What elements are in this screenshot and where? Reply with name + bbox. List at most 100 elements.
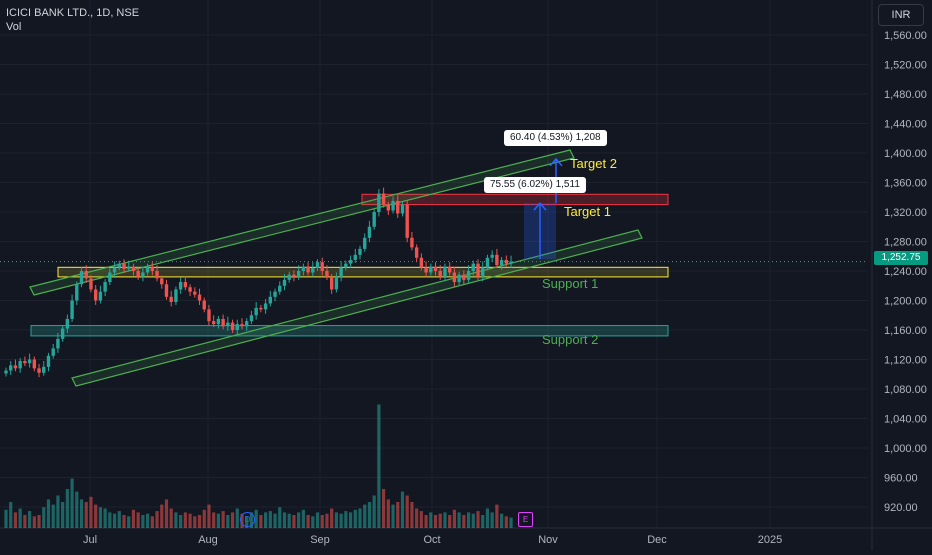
arrowhead-target1-icon — [533, 201, 547, 211]
candle-body — [174, 289, 178, 302]
volume-bar — [315, 512, 320, 528]
candle-body — [136, 271, 140, 277]
candle-body — [42, 366, 46, 373]
candle-body — [70, 300, 74, 319]
price-axis-label: 1,320.00 — [884, 207, 927, 219]
support1-label[interactable]: Support 1 — [542, 276, 599, 291]
candle-body — [329, 276, 334, 290]
candle-body — [311, 268, 315, 273]
volume-bar — [4, 509, 8, 528]
volume-bar — [193, 516, 197, 528]
volume-bar — [325, 513, 329, 528]
price-axis-label: 920.00 — [884, 502, 918, 514]
price-axis-label: 1,520.00 — [884, 60, 927, 72]
price-axis-label: 1,400.00 — [884, 148, 927, 160]
volume-bar — [141, 515, 145, 528]
volume-bar — [372, 495, 376, 528]
volume-bar — [254, 509, 258, 528]
candle-body — [89, 278, 93, 290]
volume-bar — [188, 513, 192, 528]
candle-body — [273, 291, 277, 297]
price-axis-label: 1,040.00 — [884, 414, 927, 426]
candle-body — [499, 259, 504, 266]
candle-body — [207, 309, 211, 322]
candle-body — [268, 296, 273, 304]
earnings-badge-icon[interactable]: E — [518, 512, 533, 527]
candle-body — [202, 300, 206, 310]
chart-legend: ICICI BANK LTD., 1D, NSE Vol — [6, 6, 139, 34]
price-axis-label: 1,560.00 — [884, 30, 927, 42]
volume-indicator-label[interactable]: Vol — [6, 21, 22, 33]
candle-body — [443, 266, 447, 277]
volume-bar — [273, 513, 277, 528]
volume-bar — [443, 512, 447, 528]
volume-bar — [500, 513, 504, 528]
candle-body — [183, 282, 188, 288]
symbol-title[interactable]: ICICI BANK LTD., 1D, NSE — [6, 7, 140, 19]
candle-body — [108, 272, 112, 283]
candle-body — [117, 263, 121, 268]
candle-body — [155, 271, 159, 279]
volume-bar — [386, 499, 390, 528]
support2-label[interactable]: Support 2 — [542, 332, 599, 347]
target2-label[interactable]: Target 2 — [570, 156, 617, 171]
measure-label-target1[interactable]: 75.55 (6.02%) 1,511 — [484, 177, 586, 193]
volume-bar — [363, 504, 367, 528]
measure-label-target2[interactable]: 60.40 (4.53%) 1,208 — [504, 130, 607, 146]
volume-bar — [419, 511, 423, 528]
candle-body — [358, 248, 362, 255]
candle-body — [240, 324, 244, 327]
volume-bar — [448, 515, 452, 528]
volume-bar — [415, 508, 419, 528]
volume-bar — [353, 509, 357, 528]
time-axis-label: Sep — [310, 534, 330, 546]
candle-body — [363, 237, 367, 249]
price-axis-label: 1,080.00 — [884, 384, 927, 396]
candle-body — [216, 318, 221, 325]
candle-body — [438, 271, 442, 277]
volume-bar — [334, 512, 338, 528]
volume-bar — [287, 513, 291, 528]
candle-body — [292, 274, 296, 277]
candle-body — [160, 278, 164, 285]
candle-body — [164, 284, 169, 297]
volume-bar — [405, 495, 409, 528]
volume-bar — [230, 512, 235, 528]
time-axis-label: Aug — [198, 534, 218, 546]
candle-body — [410, 237, 414, 248]
volume-bar — [490, 512, 494, 528]
candle-body — [18, 360, 22, 369]
volume-bar — [471, 513, 475, 528]
price-axis-label: 1,200.00 — [884, 296, 927, 308]
candle-body — [325, 271, 329, 277]
volume-bar — [330, 508, 334, 528]
candle-body — [509, 261, 513, 264]
candle-body — [481, 267, 485, 277]
candle-body — [254, 307, 258, 316]
volume-bar — [297, 512, 301, 528]
candle-body — [79, 271, 84, 285]
candle-body — [145, 266, 150, 273]
candle-body — [9, 365, 13, 371]
price-axis-label: 1,120.00 — [884, 355, 927, 367]
volume-bar — [122, 515, 126, 528]
target1-label[interactable]: Target 1 — [564, 204, 611, 219]
candle-body — [84, 271, 88, 279]
dividend-badge-icon[interactable]: D — [240, 512, 255, 527]
volume-bar — [476, 511, 480, 528]
currency-button[interactable]: INR — [878, 4, 924, 26]
candle-body — [65, 318, 70, 329]
candle-body — [457, 274, 461, 283]
volume-bar — [202, 509, 206, 528]
candle-body — [296, 271, 301, 277]
volume-bar — [466, 512, 471, 528]
candle-body — [127, 266, 131, 269]
volume-bar — [377, 404, 381, 528]
volume-bar — [320, 515, 324, 528]
candle-body — [51, 348, 55, 356]
time-axis-label: Dec — [647, 534, 667, 546]
volume-bar — [70, 478, 74, 528]
candle-body — [122, 263, 126, 269]
